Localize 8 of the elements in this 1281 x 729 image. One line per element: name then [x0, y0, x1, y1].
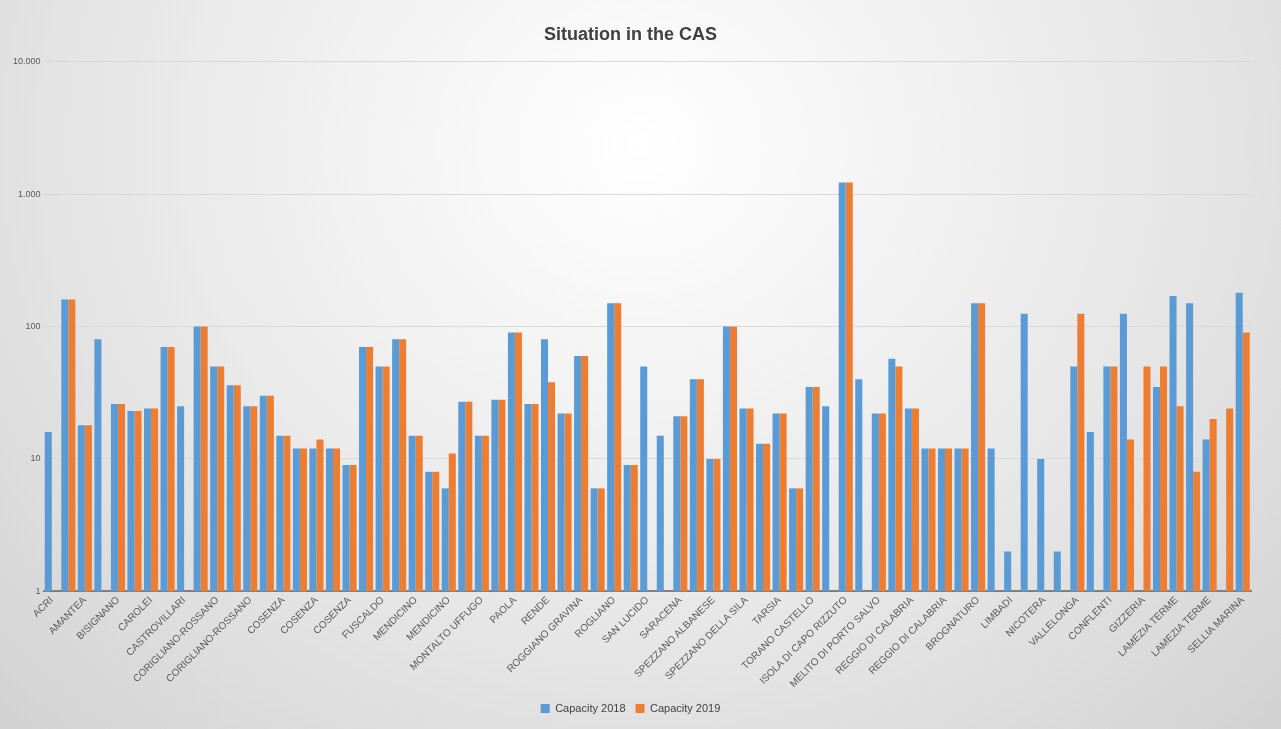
y-tick-label: 100 [25, 320, 41, 331]
chart-title: Situation in the CAS [544, 23, 717, 44]
legend-label: Capacity 2018 [555, 701, 626, 714]
y-tick-label: 10.000 [13, 56, 41, 67]
y-tick-label: 10 [30, 453, 41, 464]
y-tick-label: 1.000 [18, 188, 41, 199]
legend-label: Capacity 2019 [650, 701, 721, 714]
y-tick-label: 1 [35, 585, 41, 596]
